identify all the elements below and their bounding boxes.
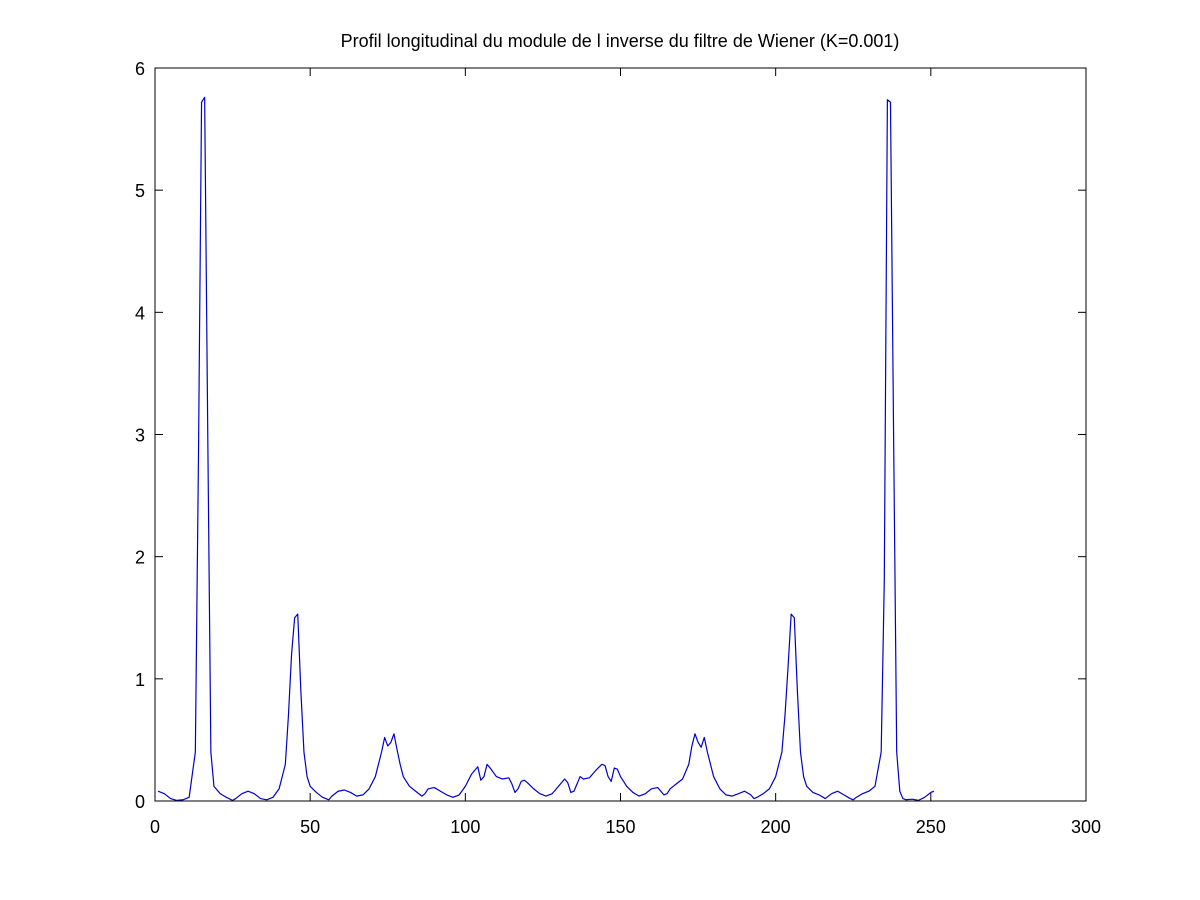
x-tick-label: 0 [150, 817, 160, 837]
y-tick-labels: 0 1 2 3 4 5 6 [135, 59, 145, 812]
y-tick-label: 4 [135, 303, 145, 323]
series-line [157, 96, 935, 801]
y-tick-label: 0 [135, 792, 145, 812]
x-tick-label: 200 [761, 817, 791, 837]
series-layer [157, 96, 935, 801]
y-tick-label: 3 [135, 426, 145, 446]
y-tick-label: 5 [135, 181, 145, 201]
x-tick-label: 300 [1071, 817, 1101, 837]
plot-area-frame [154, 67, 1087, 802]
y-tick-label: 6 [135, 59, 145, 79]
x-tick-labels: 0 50 100 150 200 250 300 [150, 817, 1101, 837]
x-tick-label: 250 [916, 817, 946, 837]
tick-marks [154, 67, 1087, 802]
x-tick-label: 50 [300, 817, 320, 837]
chart-title: Profil longitudinal du module de l inver… [341, 31, 900, 51]
x-tick-label: 150 [605, 817, 635, 837]
y-tick-label: 2 [135, 548, 145, 568]
y-tick-label: 1 [135, 670, 145, 690]
x-tick-label: 100 [450, 817, 480, 837]
